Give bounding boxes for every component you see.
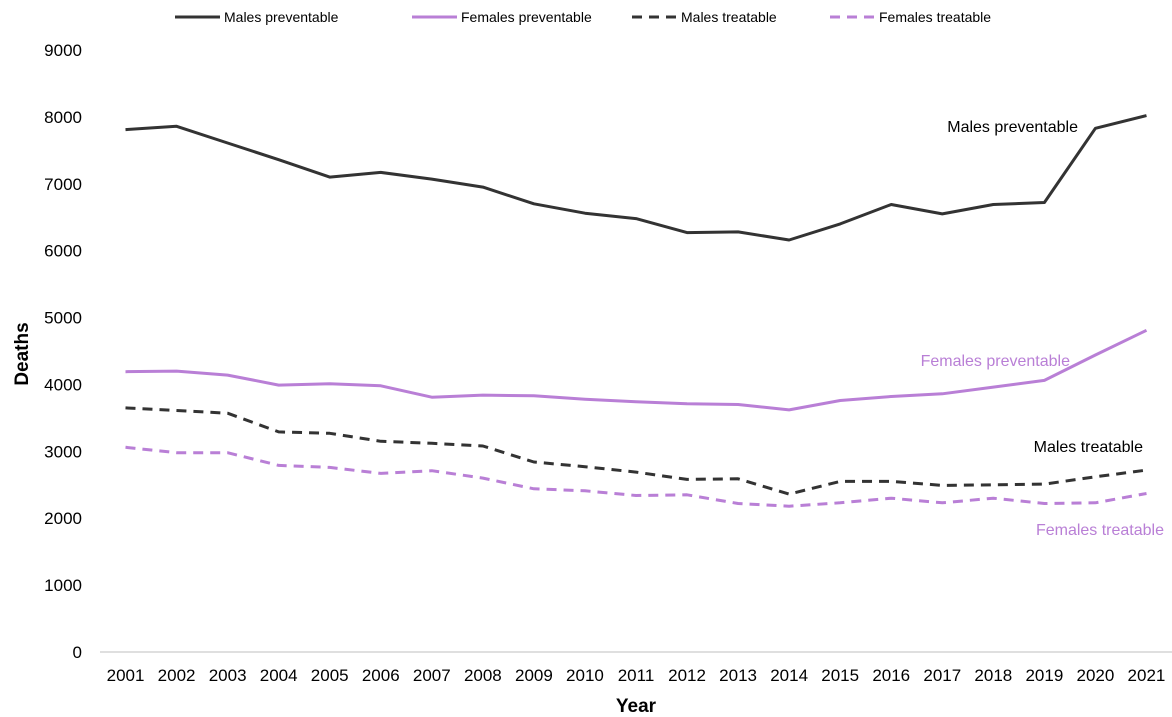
y-tick-label: 9000 [44,41,82,60]
y-tick-label: 8000 [44,108,82,127]
series-layer [125,114,1148,508]
x-tick-label: 2014 [770,666,808,685]
x-axis-title: Year [616,696,657,717]
x-tick-label: 2015 [821,666,859,685]
x-tick-label: 2003 [209,666,247,685]
y-tick-label: 0 [73,643,82,662]
series-annotation: Females preventable [921,353,1071,370]
legend-label: Males treatable [681,9,777,25]
annotation-layer: Males preventable Females preventable Male… [921,119,1165,539]
series-line [125,114,1147,242]
y-axis-title: Deaths [12,322,33,385]
legend: Males preventable Females preventable Male… [175,9,991,25]
x-tick-label: 2008 [464,666,502,685]
y-tick-label: 4000 [44,375,82,394]
series-annotation: Females treatable [1036,522,1164,539]
x-tick-label: 2007 [413,666,451,685]
x-tick-label: 2001 [107,666,145,685]
x-tick-label: 2020 [1077,666,1115,685]
legend-label: Females treatable [879,9,991,25]
series-line [125,445,1147,508]
x-tick-label: 2016 [872,666,910,685]
series-line [125,406,1147,496]
x-tick-label: 2011 [618,666,655,685]
series-line [125,328,1148,412]
x-tick-label: 2002 [158,666,196,685]
legend-label: Males preventable [224,9,339,25]
x-tick-label: 2017 [923,666,961,685]
y-axis: 0 1000 2000 3000 4000 5000 6000 7000 8000 9000 [44,41,82,662]
y-tick-label: 6000 [44,242,82,261]
y-tick-label: 3000 [44,442,82,461]
y-tick-label: 1000 [44,576,82,595]
x-tick-label: 2018 [974,666,1012,685]
x-tick-label: 2004 [260,666,298,685]
y-tick-label: 2000 [44,509,82,528]
x-tick-label: 2005 [311,666,349,685]
x-tick-label: 2021 [1128,666,1166,685]
x-tick-label: 2009 [515,666,553,685]
x-tick-label: 2019 [1025,666,1063,685]
y-tick-label: 5000 [44,309,82,328]
x-tick-label: 2010 [566,666,604,685]
series-annotation: Males treatable [1034,439,1143,456]
y-tick-label: 7000 [44,175,82,194]
series-annotation: Males preventable [947,119,1078,136]
x-tick-label: 2013 [719,666,757,685]
x-axis: 2001 2002 2003 2004 2005 2006 2007 2008 2009 2010… [100,651,1172,685]
x-tick-label: 2006 [362,666,400,685]
legend-label: Females preventable [461,9,592,25]
x-tick-label: 2012 [668,666,706,685]
